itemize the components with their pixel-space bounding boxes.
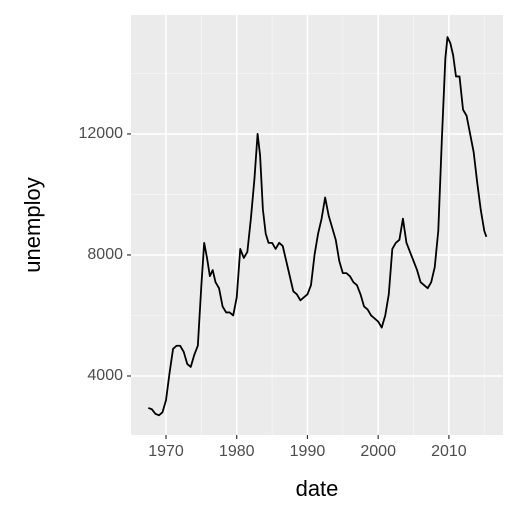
x-tick-label: 2010 xyxy=(431,443,467,460)
line xyxy=(148,36,488,417)
x-tick-label: 1980 xyxy=(219,443,255,460)
x-tick-label: 2000 xyxy=(360,443,396,460)
x-axis-title: date xyxy=(296,476,339,501)
y-tick-label: 12000 xyxy=(79,125,124,142)
y-tick-label: 8000 xyxy=(87,246,123,263)
y-axis-title: unemploy xyxy=(20,177,45,272)
x-tick-label: 1990 xyxy=(290,443,326,460)
x-tick-label: 1970 xyxy=(148,443,184,460)
y-tick-label: 4000 xyxy=(87,367,123,384)
panel xyxy=(131,15,503,435)
